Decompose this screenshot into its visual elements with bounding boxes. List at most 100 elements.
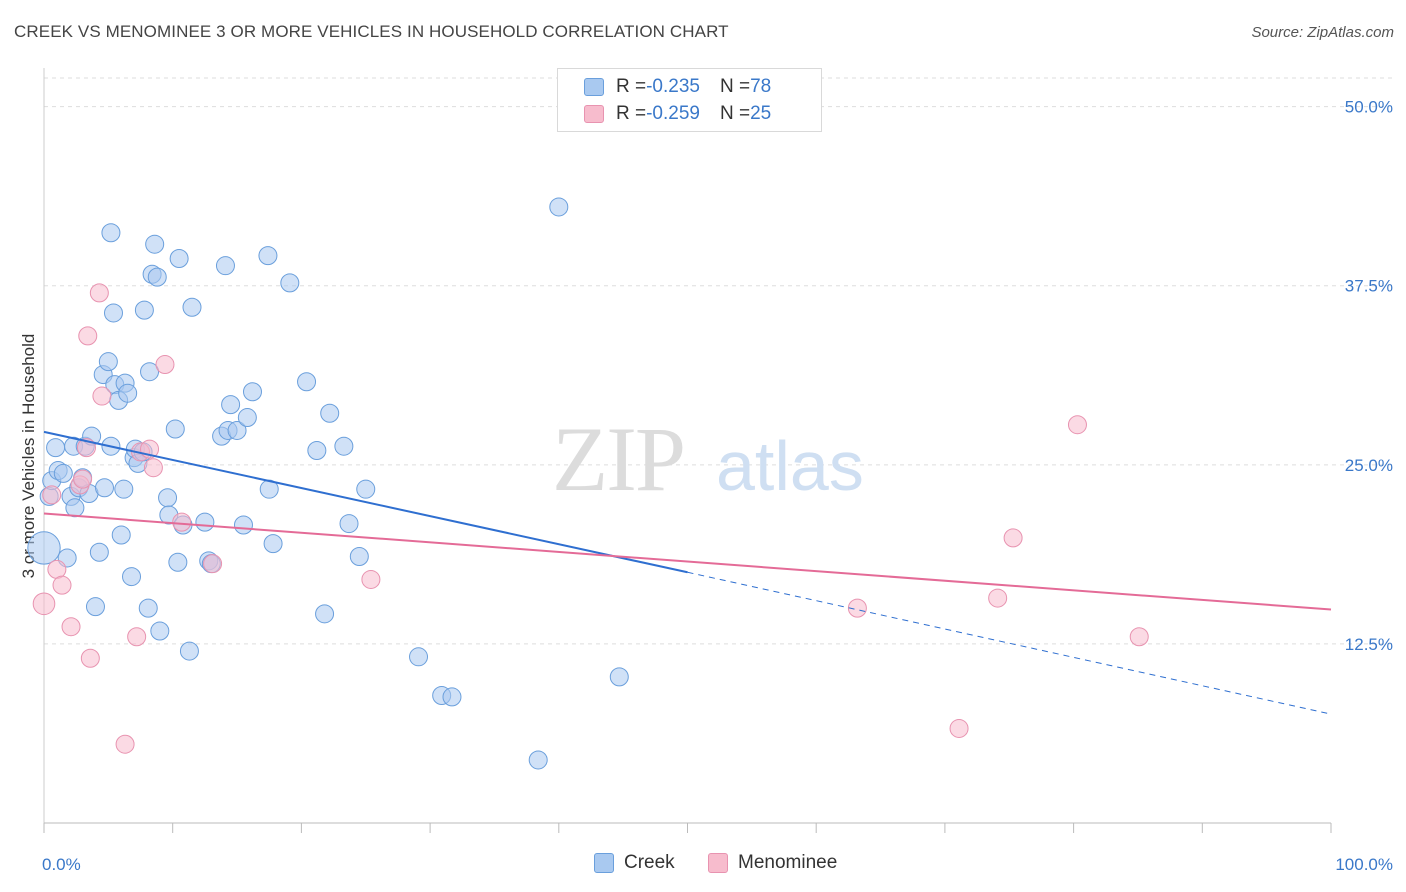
menominee-point — [847, 598, 867, 618]
creek-r-value: -0.235 — [646, 76, 700, 97]
creek-point — [258, 246, 278, 266]
creek-point — [138, 598, 158, 618]
creek-point — [111, 525, 131, 545]
menominee-point — [80, 648, 100, 668]
menominee-point — [1129, 627, 1149, 647]
menominee-trend-line — [43, 512, 1332, 611]
creek-point — [528, 750, 548, 770]
creek-point — [150, 621, 170, 641]
menominee-point — [127, 627, 147, 647]
creek-point — [307, 441, 327, 460]
menominee-point — [203, 554, 223, 574]
menominee-point — [115, 734, 135, 754]
creek-point — [118, 383, 138, 403]
menominee-point — [155, 355, 175, 375]
creek-point — [158, 488, 178, 508]
creek-point — [263, 534, 283, 554]
y-tick-label: 50.0% — [1345, 98, 1393, 117]
creek-point — [103, 303, 123, 323]
y-tick-label: 37.5% — [1345, 277, 1393, 296]
creek-point — [101, 223, 121, 243]
creek-r-label: R = — [616, 76, 647, 97]
creek-point — [168, 552, 188, 572]
creek-point — [89, 542, 109, 562]
menominee-point — [89, 283, 109, 303]
creek-point — [409, 647, 429, 667]
creek-point — [320, 403, 340, 423]
creek-point — [114, 479, 134, 499]
creek-point — [65, 498, 85, 518]
creek-point — [297, 372, 317, 392]
creek-point — [221, 395, 241, 415]
legend-row-menominee: R = -0.259 N = 25 — [584, 102, 771, 126]
menominee-point — [52, 575, 72, 595]
watermark-atlas: atlas — [716, 427, 864, 505]
menominee-point — [988, 588, 1008, 608]
creek-n-label: N = — [719, 76, 751, 97]
chart-title: CREEK VS MENOMINEE 3 OR MORE VEHICLES IN… — [14, 22, 729, 41]
creek-point — [442, 687, 462, 707]
creek-point — [145, 234, 165, 254]
creek-point — [140, 362, 160, 382]
creek-point — [315, 604, 335, 624]
creek-legend-swatch — [594, 853, 614, 873]
creek-point — [134, 300, 154, 320]
creek-point — [334, 436, 354, 456]
menominee-point — [47, 559, 67, 579]
creek-point — [349, 547, 369, 567]
menominee-point — [78, 326, 98, 346]
menominee-point — [143, 458, 163, 478]
creek-point — [233, 515, 253, 535]
creek-point — [182, 297, 202, 317]
menominee-legend-swatch — [708, 853, 728, 873]
bottom-legend-creek: Creek — [594, 852, 675, 874]
menominee-point — [42, 485, 62, 505]
creek-point — [242, 382, 262, 402]
creek-point — [227, 420, 247, 440]
creek-point — [98, 352, 118, 372]
creek-point — [237, 408, 257, 428]
menominee-point — [73, 469, 93, 489]
creek-point — [85, 597, 105, 617]
menominee-legend-label: Menominee — [738, 852, 838, 873]
creek-point — [179, 641, 199, 661]
menominee-point — [92, 386, 112, 406]
menominee-point — [32, 592, 56, 616]
creek-point — [94, 478, 114, 498]
creek-legend-label: Creek — [624, 852, 675, 873]
creek-point — [46, 438, 66, 458]
creek-point — [339, 514, 359, 534]
creek-point — [147, 267, 167, 287]
watermark-zip: ZIP — [552, 408, 684, 510]
y-tick-label: 25.0% — [1345, 456, 1393, 475]
creek-point — [280, 273, 300, 293]
y-tick-label: 12.5% — [1345, 635, 1393, 654]
menominee-r-value: -0.259 — [646, 103, 700, 124]
bottom-legend-menominee: Menominee — [708, 852, 837, 874]
creek-swatch — [584, 78, 604, 96]
menominee-point — [949, 718, 969, 738]
source-label: Source: ZipAtlas.com — [1251, 24, 1394, 41]
menominee-point — [172, 512, 192, 532]
menominee-n-label: N = — [719, 103, 751, 124]
menominee-point — [361, 569, 381, 589]
creek-point — [215, 256, 235, 276]
menominee-point — [1067, 415, 1087, 435]
creek-point — [169, 249, 189, 269]
legend-row-creek: R = -0.235 N = 78 — [584, 75, 771, 99]
menominee-point — [61, 617, 81, 637]
menominee-swatch — [584, 105, 604, 123]
creek-trend-line — [43, 430, 688, 574]
x-tick-label: 100.0% — [1335, 855, 1393, 874]
menominee-r-label: R = — [616, 103, 647, 124]
menominee-n-value: 25 — [750, 103, 772, 124]
creek-point — [165, 419, 185, 439]
creek-point — [549, 197, 569, 217]
creek-point — [53, 463, 73, 483]
creek-point — [195, 512, 215, 532]
creek-point — [356, 479, 376, 499]
creek-point — [27, 531, 61, 565]
x-tick-label: 0.0% — [42, 855, 81, 874]
stats-legend: R = -0.235 N = 78 R = -0.259 N = 25 — [557, 68, 822, 132]
